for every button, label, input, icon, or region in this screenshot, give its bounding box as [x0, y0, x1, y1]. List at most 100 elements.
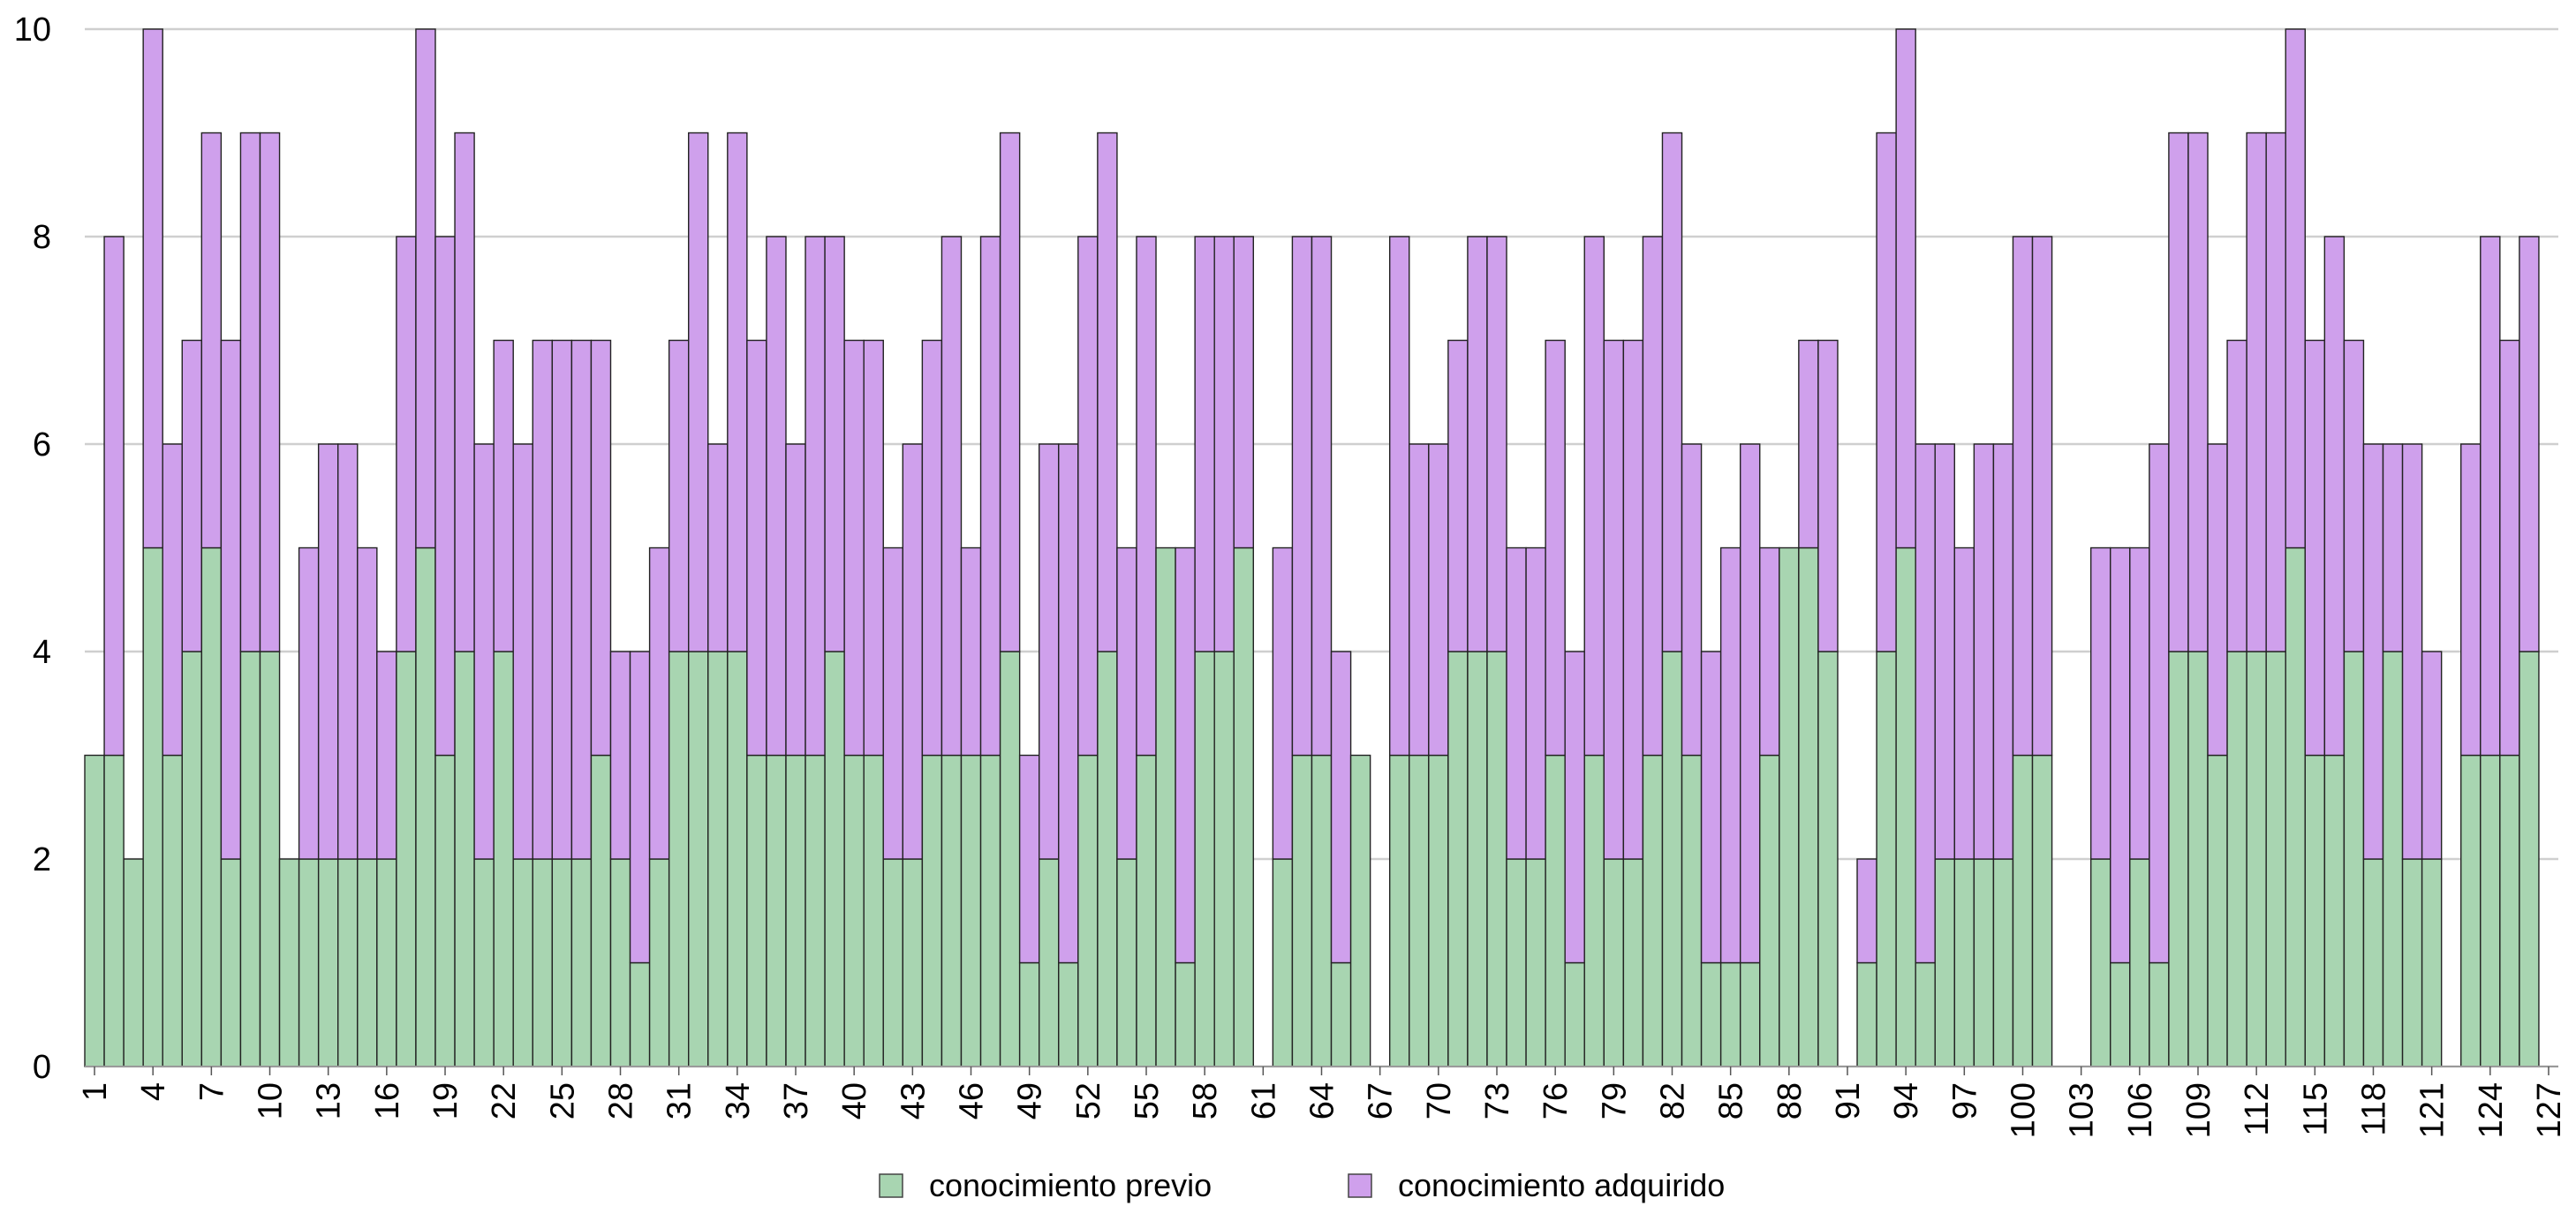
bar-previo-86	[1739, 961, 1761, 1067]
x-tick-label: 82	[1654, 1082, 1691, 1119]
bar-adquirido-37	[785, 443, 806, 757]
bar-adquirido-111	[2226, 339, 2247, 652]
x-tick-label: 16	[369, 1082, 406, 1119]
bar-previo-37	[785, 754, 806, 1067]
bar-previo-104	[2089, 858, 2111, 1067]
bar-previo-126	[2519, 651, 2540, 1067]
bar-adquirido-74	[1506, 546, 1527, 860]
x-tick-label: 76	[1537, 1082, 1575, 1119]
bar-previo-77	[1564, 961, 1585, 1067]
bar-adquirido-42	[882, 546, 904, 860]
x-tick-label: 7	[193, 1082, 230, 1101]
bars	[84, 28, 2540, 1067]
bar-previo-6	[181, 651, 203, 1067]
bar-adquirido-92	[1856, 858, 1877, 964]
x-tick-label: 100	[2005, 1082, 2042, 1138]
bar-adquirido-27	[590, 339, 612, 757]
bar-previo-78	[1583, 754, 1605, 1067]
bar-previo-52	[1077, 754, 1099, 1067]
x-tick-label: 73	[1479, 1082, 1516, 1119]
bar-adquirido-48	[999, 132, 1021, 652]
bar-previo-123	[2460, 754, 2482, 1067]
legend-label-adquirido: conocimiento adquirido	[1398, 1167, 1725, 1203]
bar-adquirido-123	[2460, 443, 2482, 757]
bar-adquirido-65	[1330, 651, 1352, 964]
x-tick-label: 91	[1830, 1082, 1867, 1119]
bar-previo-12	[298, 858, 320, 1067]
bar-adquirido-38	[805, 236, 826, 757]
bar-adquirido-112	[2246, 132, 2267, 652]
x-tick-label: 25	[544, 1082, 581, 1119]
bar-adquirido-41	[863, 339, 884, 757]
bar-previo-90	[1817, 651, 1839, 1067]
x-tick-label: 127	[2531, 1082, 2568, 1138]
bar-previo-18	[415, 546, 436, 1067]
bar-adquirido-10	[259, 132, 281, 652]
bar-previo-41	[863, 754, 884, 1067]
bar-previo-9	[239, 651, 261, 1067]
x-tick-label: 40	[836, 1082, 873, 1119]
bar-previo-54	[1116, 858, 1137, 1067]
bar-adquirido-20	[454, 132, 475, 652]
bar-previo-115	[2304, 754, 2326, 1067]
bar-previo-76	[1545, 754, 1566, 1067]
bar-adquirido-110	[2207, 443, 2228, 757]
x-tick-label: 88	[1771, 1082, 1809, 1119]
bar-previo-101	[2031, 754, 2053, 1067]
bar-adquirido-49	[1018, 754, 1040, 964]
x-tick-label: 46	[954, 1082, 991, 1119]
x-tick-label: 10	[253, 1082, 290, 1119]
bar-previo-32	[688, 651, 709, 1067]
bar-adquirido-114	[2285, 28, 2306, 549]
bar-previo-94	[1895, 546, 1916, 1067]
bar-adquirido-55	[1136, 236, 1157, 757]
bar-adquirido-33	[707, 443, 729, 652]
bar-adquirido-39	[824, 236, 845, 652]
bar-adquirido-126	[2519, 236, 2540, 652]
bar-adquirido-13	[317, 443, 339, 860]
x-tick-label: 64	[1304, 1082, 1341, 1119]
bar-adquirido-47	[979, 236, 1001, 757]
bar-adquirido-98	[1973, 443, 1995, 860]
x-tick-label: 70	[1421, 1082, 1458, 1119]
bar-previo-35	[746, 754, 767, 1067]
bar-adquirido-95	[1915, 443, 1936, 964]
bar-adquirido-50	[1039, 443, 1060, 860]
x-tick-label: 49	[1012, 1082, 1049, 1119]
bar-previo-100	[2012, 754, 2034, 1067]
bar-previo-38	[805, 754, 826, 1067]
bar-adquirido-82	[1661, 132, 1683, 652]
bar-adquirido-86	[1739, 443, 1761, 964]
bar-adquirido-51	[1058, 443, 1079, 964]
bar-adquirido-100	[2012, 236, 2034, 757]
bar-adquirido-44	[921, 339, 943, 757]
bar-adquirido-21	[473, 443, 495, 860]
bar-previo-47	[979, 754, 1001, 1067]
bar-adquirido-99	[1992, 443, 2014, 860]
bar-previo-82	[1661, 651, 1683, 1067]
bar-previo-93	[1876, 651, 1897, 1067]
bar-previo-105	[2110, 961, 2131, 1067]
bar-previo-51	[1058, 961, 1079, 1067]
x-tick-label: 22	[486, 1082, 523, 1119]
bar-previo-92	[1856, 961, 1877, 1067]
bar-adquirido-79	[1603, 339, 1625, 860]
bar-previo-83	[1681, 754, 1703, 1067]
x-tick-label: 118	[2355, 1082, 2392, 1136]
bar-adquirido-93	[1876, 132, 1897, 652]
bar-adquirido-105	[2110, 546, 2131, 964]
bar-adquirido-53	[1097, 132, 1118, 652]
bar-previo-116	[2323, 754, 2346, 1067]
bar-previo-56	[1155, 546, 1176, 1067]
x-tick-label: 79	[1596, 1082, 1633, 1119]
bar-previo-73	[1486, 651, 1507, 1067]
bar-adquirido-46	[960, 546, 982, 757]
legend-swatch-previo	[879, 1173, 903, 1198]
bar-previo-62	[1272, 858, 1294, 1067]
bar-adquirido-77	[1564, 651, 1585, 964]
x-tick-label: 85	[1713, 1082, 1750, 1119]
x-tick-label: 1	[77, 1082, 114, 1101]
bar-adquirido-2	[103, 236, 125, 757]
bar-previo-30	[648, 858, 670, 1067]
bar-previo-108	[2168, 651, 2189, 1067]
